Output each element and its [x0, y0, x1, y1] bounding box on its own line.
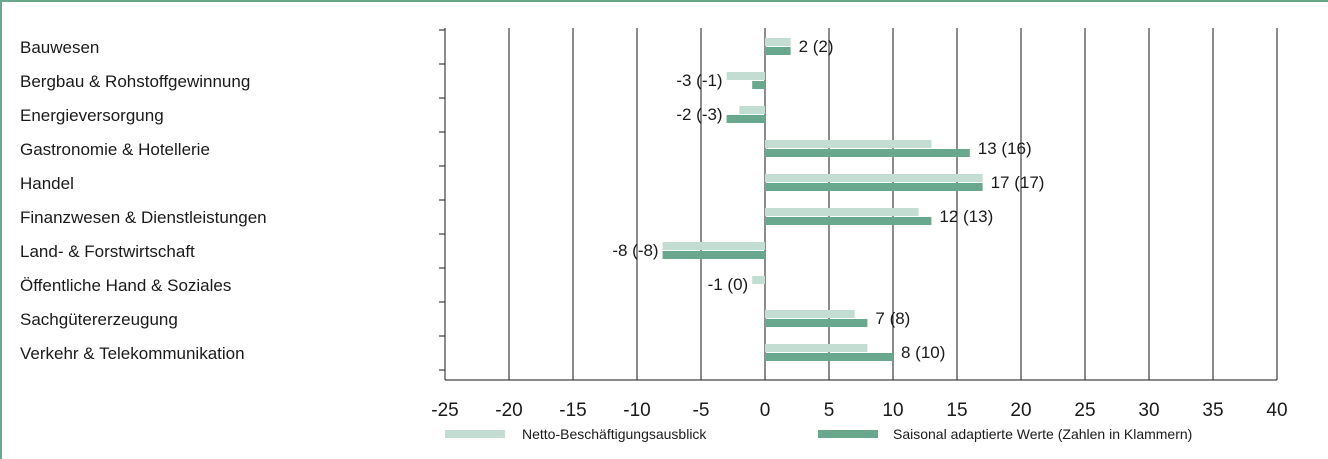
category-label: Sachgütererzeugung: [20, 310, 178, 329]
data-label: 17 (17): [991, 173, 1045, 192]
bar-saisonal: [662, 251, 765, 259]
bar-netto: [739, 106, 765, 114]
legend-swatch-saisonal: [818, 430, 878, 438]
x-tick-label: 10: [882, 400, 903, 421]
legend-swatch-netto: [445, 430, 505, 438]
x-tick-label: -20: [495, 400, 522, 421]
x-tick-label: -5: [693, 400, 710, 421]
category-label: Bauwesen: [20, 38, 99, 57]
bar-saisonal: [765, 319, 868, 327]
bar-netto: [765, 38, 791, 46]
bar-netto: [752, 276, 765, 284]
bar-saisonal: [726, 115, 765, 123]
category-label: Handel: [20, 174, 74, 193]
x-tick-label: 30: [1138, 400, 1159, 421]
data-label: 7 (8): [875, 309, 910, 328]
bar-netto: [726, 72, 765, 80]
category-label: Verkehr & Telekommunikation: [20, 344, 245, 363]
category-label: Energieversorgung: [20, 106, 164, 125]
bar-saisonal: [765, 149, 970, 157]
x-tick-label: 5: [824, 400, 835, 421]
category-label: Öffentliche Hand & Soziales: [20, 276, 231, 295]
category-label: Bergbau & Rohstoffgewinnung: [20, 72, 250, 91]
data-label: -3 (-1): [676, 71, 722, 90]
data-label: 8 (10): [901, 343, 945, 362]
bar-saisonal: [765, 217, 932, 225]
legend-label-saisonal: Saisonal adaptierte Werte (Zahlen in Kla…: [893, 426, 1192, 442]
legend-label-netto: Netto-Beschäftigungsausblick: [522, 426, 707, 442]
data-label: -8 (-8): [612, 241, 658, 260]
bar-netto: [765, 344, 868, 352]
bar-netto: [765, 140, 932, 148]
bar-saisonal: [752, 81, 765, 89]
category-label: Finanzwesen & Dienstleistungen: [20, 208, 267, 227]
bar-saisonal: [765, 47, 791, 55]
x-tick-label: -15: [559, 400, 586, 421]
category-label: Land- & Forstwirtschaft: [20, 242, 195, 261]
bar-netto: [662, 242, 765, 250]
x-tick-label: 20: [1010, 400, 1031, 421]
data-label: 2 (2): [799, 37, 834, 56]
x-tick-label: 40: [1266, 400, 1287, 421]
bar-saisonal: [765, 183, 983, 191]
data-label: -1 (0): [708, 275, 749, 294]
bar-netto: [765, 310, 855, 318]
data-label: 12 (13): [939, 207, 993, 226]
data-label: -2 (-3): [676, 105, 722, 124]
bar-netto: [765, 208, 919, 216]
x-tick-label: 0: [760, 400, 771, 421]
x-tick-label: 35: [1202, 400, 1223, 421]
x-tick-label: -25: [431, 400, 458, 421]
category-label: Gastronomie & Hotellerie: [20, 140, 210, 159]
bar-netto: [765, 174, 983, 182]
bar-saisonal: [765, 353, 893, 361]
x-tick-label: 25: [1074, 400, 1095, 421]
x-tick-label: 15: [946, 400, 967, 421]
data-label: 13 (16): [978, 139, 1032, 158]
x-tick-label: -10: [623, 400, 650, 421]
